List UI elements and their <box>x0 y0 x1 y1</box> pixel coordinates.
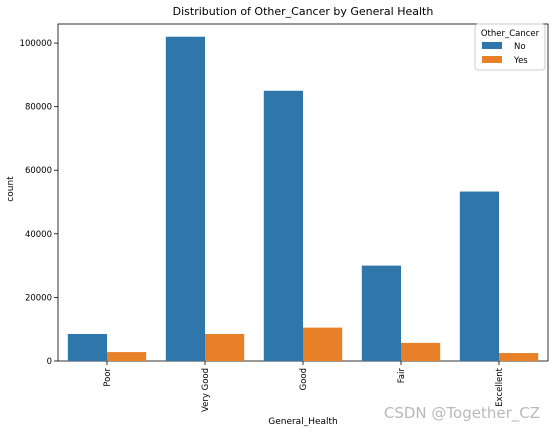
bar-good-no <box>263 90 303 361</box>
bar-fair-no <box>361 265 401 361</box>
legend-label-no: No <box>514 42 526 52</box>
bar-poor-yes <box>107 352 147 361</box>
x-tick-label: Very Good <box>201 368 211 412</box>
legend-swatch-no <box>482 42 502 49</box>
y-tick-label: 80000 <box>25 103 52 113</box>
y-tick-label: 40000 <box>25 230 52 240</box>
legend-title: Other_Cancer <box>481 29 540 39</box>
y-axis-label: count <box>6 176 16 202</box>
bar-poor-no <box>67 333 107 361</box>
bar-very-good-no <box>165 36 205 361</box>
x-tick-label: Excellent <box>495 367 505 406</box>
bar-excellent-no <box>459 191 499 361</box>
bar-very-good-yes <box>205 333 245 361</box>
bar-fair-yes <box>401 342 441 361</box>
x-tick-label: Fair <box>397 368 407 384</box>
y-tick-label: 60000 <box>25 166 52 176</box>
y-tick-label: 0 <box>47 357 52 367</box>
plot-area: 0 20000 40000 60000 80000 100000 Poor Very Good… <box>20 23 549 412</box>
legend-swatch-yes <box>482 56 502 63</box>
watermark-text: CSDN @Together_CZ <box>383 404 540 422</box>
legend-label-yes: Yes <box>513 56 528 66</box>
x-axis-label: General_Health <box>268 417 338 427</box>
bar-good-yes <box>303 327 343 361</box>
bar-excellent-yes <box>499 353 539 361</box>
x-tick-label: Poor <box>103 367 113 386</box>
x-tick-label: Good <box>299 368 309 390</box>
y-tick-label: 100000 <box>20 39 52 49</box>
legend: Other_Cancer No Yes <box>474 23 546 71</box>
chart-title: Distribution of Other_Cancer by General … <box>173 5 434 18</box>
y-tick-label: 20000 <box>25 293 52 303</box>
